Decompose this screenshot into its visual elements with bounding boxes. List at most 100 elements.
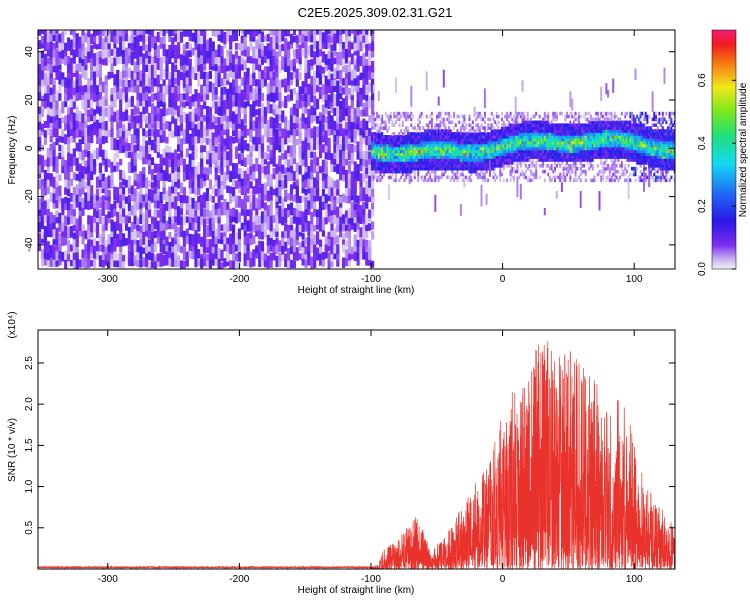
heatmap-cell <box>523 152 526 156</box>
heatmap-cell <box>350 42 354 50</box>
heatmap-cell <box>528 135 531 139</box>
heatmap-cell <box>554 111 556 116</box>
heatmap-cell <box>396 111 399 116</box>
heatmap-cell <box>289 189 294 201</box>
heatmap-cell <box>427 166 430 171</box>
heatmap-cell <box>145 45 149 59</box>
heatmap-cell <box>434 137 437 142</box>
heatmap-cell <box>391 135 394 139</box>
heatmap-cell <box>393 178 396 183</box>
heatmap-cell <box>81 149 85 161</box>
heatmap-cell <box>159 229 163 238</box>
heatmap-cell <box>509 114 512 119</box>
heatmap-cell <box>434 152 437 156</box>
heatmap-cell <box>420 146 423 151</box>
heatmap-cell <box>142 167 146 175</box>
heatmap-cell <box>465 164 468 168</box>
heatmap-cell <box>200 202 204 210</box>
heatmap-cell <box>98 114 102 123</box>
heatmap-cell <box>298 51 302 65</box>
heatmap-cell <box>371 123 373 127</box>
heatmap-cell <box>113 33 117 44</box>
heatmap-cell <box>174 45 178 58</box>
heatmap-cell <box>203 239 207 253</box>
heatmap-cell <box>489 117 491 122</box>
heatmap-cell <box>371 158 373 162</box>
heatmap-cell <box>356 34 360 41</box>
heatmap-cell <box>478 143 481 148</box>
heatmap-cell <box>313 177 317 188</box>
heatmap-cell <box>365 135 369 146</box>
heatmap-cell <box>495 161 498 165</box>
heatmap-cell <box>362 77 366 85</box>
heatmap-cell <box>483 111 486 116</box>
heatmap-cell <box>156 129 160 137</box>
heatmap-cell <box>260 49 265 57</box>
heatmap-cell <box>427 135 430 139</box>
heatmap-cell <box>168 105 172 115</box>
heatmap-cell <box>139 199 143 209</box>
heatmap-cell <box>336 52 340 65</box>
heatmap-cell <box>339 156 343 166</box>
heatmap-cell <box>449 155 452 159</box>
heatmap-cell <box>543 143 546 148</box>
heatmap-cell <box>420 114 423 119</box>
heatmap-cell <box>330 232 334 246</box>
heatmap-cell <box>107 211 111 218</box>
heatmap-cell <box>226 131 230 144</box>
heatmap-cell <box>113 153 117 166</box>
heatmap-cell <box>444 126 447 130</box>
heatmap-cell <box>142 219 146 231</box>
heatmap-cell <box>263 124 267 138</box>
heatmap-cell <box>477 149 480 154</box>
heatmap-cell <box>359 122 363 136</box>
heatmap-cell <box>336 258 340 267</box>
heatmap-cell <box>511 161 514 165</box>
heatmap-cell <box>406 111 409 116</box>
heatmap-cell <box>269 124 273 136</box>
heatmap-cell <box>211 185 215 195</box>
heatmap-cell <box>171 152 175 160</box>
heatmap-cell <box>425 146 428 151</box>
heatmap-cell <box>400 146 403 151</box>
heatmap-cell <box>470 158 473 162</box>
heatmap-cell <box>554 117 556 122</box>
heatmap-cell <box>448 137 450 142</box>
heatmap-cell <box>52 216 56 230</box>
heatmap-cell <box>536 120 539 125</box>
heatmap-cell <box>211 219 215 231</box>
heatmap-cell <box>415 143 418 148</box>
heatmap-cell <box>371 149 373 154</box>
heatmap-cell <box>530 164 533 168</box>
heatmap-cell <box>365 45 369 57</box>
heatmap-cell <box>437 143 440 148</box>
heatmap-cell <box>171 237 175 247</box>
heatmap-cell <box>550 155 553 159</box>
heatmap-cell <box>292 215 296 224</box>
heatmap-cell <box>554 114 556 119</box>
heatmap-cell <box>502 123 505 127</box>
heatmap-cell <box>444 140 447 145</box>
heatmap-cell <box>67 253 71 262</box>
heatmap-cell <box>554 175 556 180</box>
heatmap-cell <box>217 186 221 197</box>
heatmap-cell <box>98 35 102 43</box>
heatmap-cell <box>412 169 414 174</box>
heatmap-cell <box>87 150 91 158</box>
heatmap-cell <box>333 233 337 245</box>
heatmap-cell <box>266 205 270 217</box>
heatmap-cell <box>342 78 346 86</box>
heatmap-cell <box>139 238 143 247</box>
heatmap-cell <box>258 176 262 187</box>
heatmap-cell <box>410 117 413 122</box>
heatmap-cell <box>430 146 433 151</box>
heatmap-cell <box>122 170 126 179</box>
heatmap-cell <box>495 137 498 142</box>
heatmap-cell <box>439 158 442 162</box>
heatmap-cell <box>104 251 108 261</box>
heatmap-cell <box>554 152 556 156</box>
heatmap-cell <box>499 135 502 139</box>
heatmap-cell <box>559 149 562 154</box>
heatmap-cell <box>434 135 437 139</box>
heatmap-cell <box>400 114 403 119</box>
